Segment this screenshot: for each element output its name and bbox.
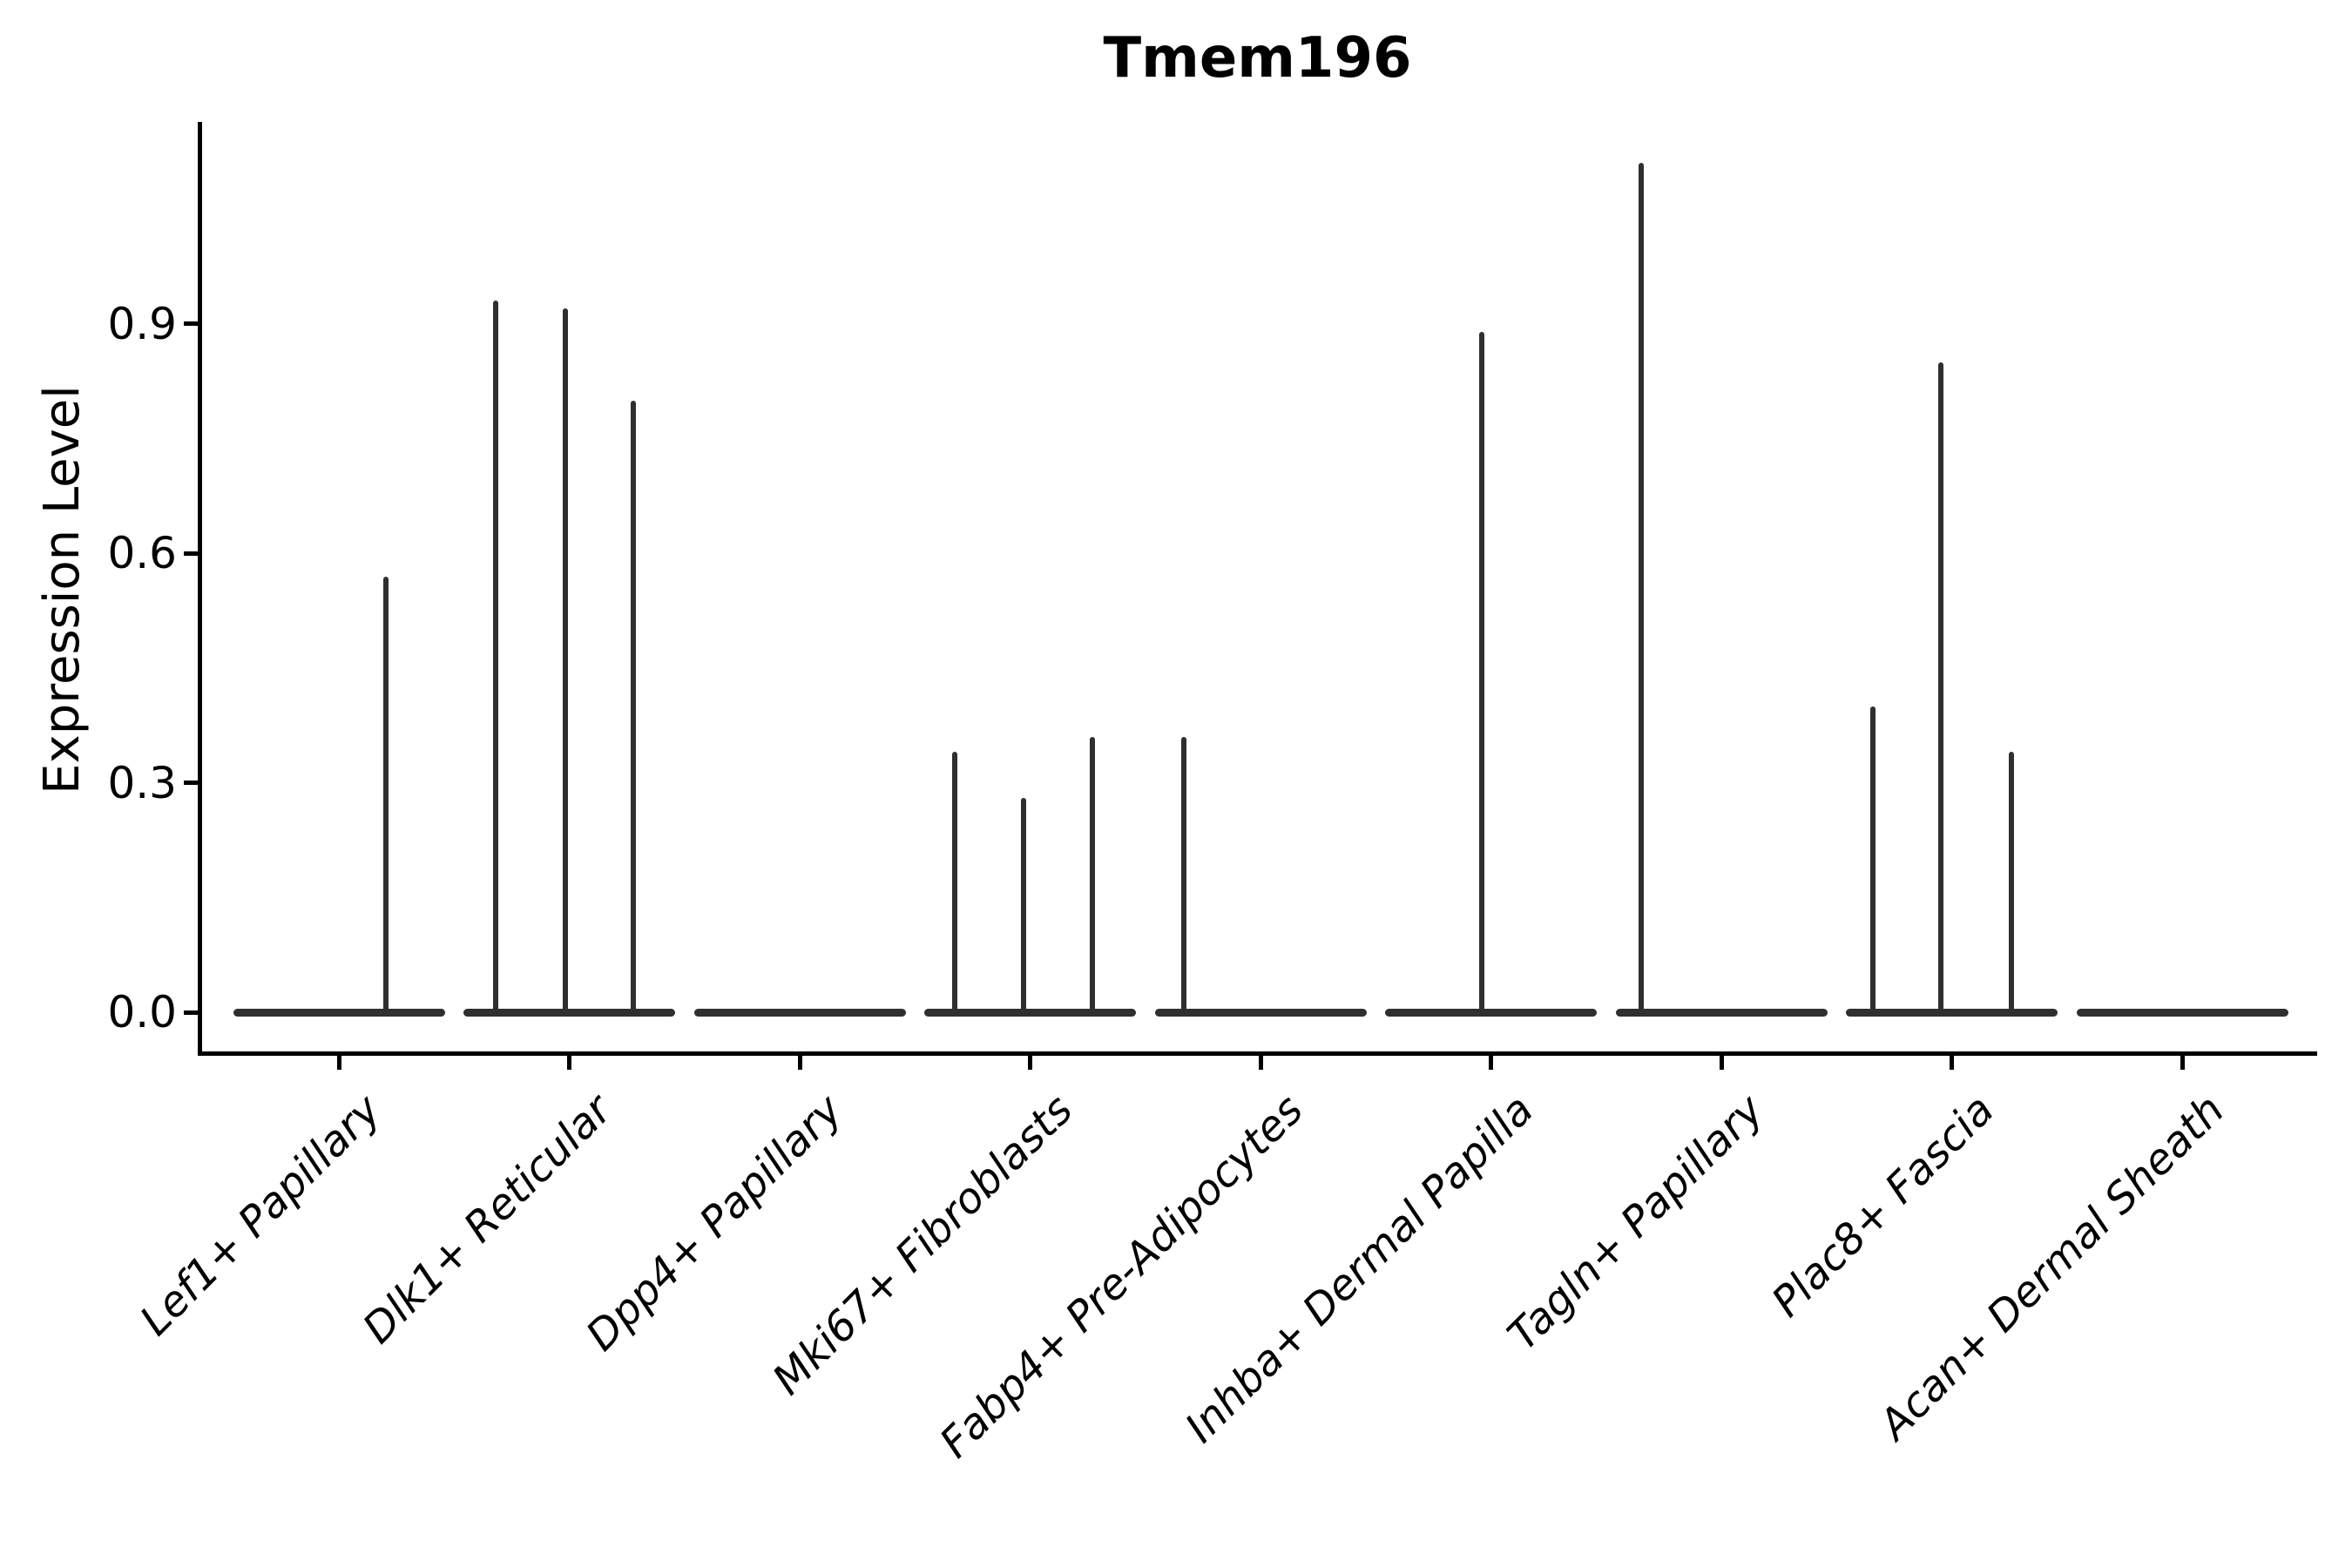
violin-body [1154, 1008, 1367, 1017]
violin-body [2076, 1008, 2288, 1017]
x-tick [336, 1056, 341, 1070]
violin-spike [951, 752, 957, 1012]
x-tick-label: Lef1+ Papillary [131, 1085, 391, 1346]
violin-spike [562, 308, 568, 1012]
x-tick-label: Plac8+ Fascia [1762, 1085, 2004, 1327]
violin-spike [1639, 163, 1644, 1012]
violin-spike [1869, 706, 1876, 1012]
x-tick [1028, 1056, 1032, 1070]
y-tick-label: 0.6 [107, 528, 177, 579]
x-tick [797, 1056, 802, 1070]
x-tick [1950, 1056, 1954, 1070]
y-tick-label: 0.3 [107, 757, 177, 808]
violin-body [924, 1008, 1136, 1017]
x-tick-label: Dlk1+ Reticular [353, 1085, 622, 1354]
y-tick-label: 0.0 [107, 987, 177, 1037]
violin-spike [1937, 362, 1943, 1012]
x-tick-label: Dpp4+ Papillary [577, 1085, 852, 1361]
y-tick-label: 0.9 [107, 298, 177, 349]
y-tick [184, 781, 198, 786]
violin-spike [1020, 798, 1026, 1012]
chart-title: Tmem196 [1103, 26, 1412, 91]
x-tick [1258, 1056, 1263, 1070]
y-tick [184, 1010, 198, 1015]
x-tick-label: Tagln+ Papillary [1498, 1085, 1774, 1361]
x-tick [2180, 1056, 2185, 1070]
x-tick [1719, 1056, 1724, 1070]
y-tick [184, 321, 198, 327]
y-tick [184, 551, 198, 556]
violin-spike [2008, 752, 2014, 1012]
violin-spike [492, 301, 498, 1012]
violin-spike [1089, 736, 1095, 1012]
y-axis-spine [198, 122, 202, 1055]
y-axis-label: Expression Level [34, 385, 91, 794]
x-tick-label: Fabp4+ Pre-Adipocytes [930, 1085, 1313, 1468]
violin-body [1615, 1008, 1828, 1017]
violin-body [693, 1008, 906, 1017]
x-tick [567, 1056, 571, 1070]
violin-spike [630, 400, 636, 1012]
violin-body [1846, 1008, 2058, 1017]
violin-spike [1181, 736, 1186, 1012]
violin-spike [1478, 331, 1484, 1012]
violin-body [463, 1008, 675, 1017]
x-axis-spine [198, 1051, 2317, 1056]
violin-spike [383, 576, 389, 1012]
violin-body [1385, 1008, 1597, 1017]
violin-body [233, 1008, 445, 1017]
x-tick [1489, 1056, 1493, 1070]
